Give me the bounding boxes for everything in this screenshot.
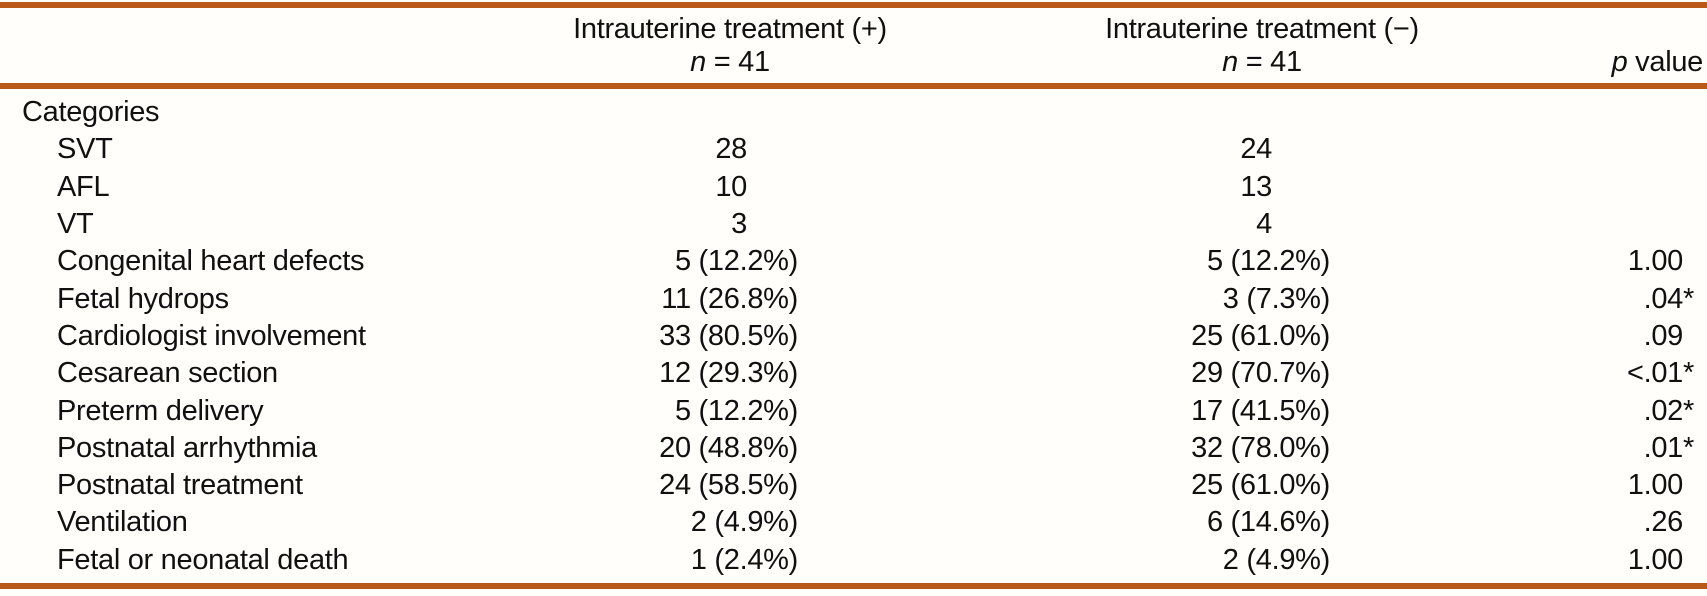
cell-p-value: .01 * [1574,432,1707,465]
table-row: AFL 10 13 [0,169,1707,206]
significance-asterisk: * [1683,394,1694,427]
p-value-number: .01 [1643,431,1684,464]
cell-treatment-positive: 2 (4.9%) [690,506,799,539]
cell-treatment-negative: 25 (61.0%) [1191,319,1330,352]
row-label: AFL [57,170,110,203]
significance-asterisk: * [1683,357,1694,390]
table-row: Cesarean section 12 (29.3%) 29 (70.7%) <.01… [0,355,1707,392]
significance-asterisk [1683,506,1697,539]
p-value-number: .02 [1643,394,1684,427]
header-p-value-label: p value [1611,46,1704,78]
header-treatment-negative-title: Intrauterine treatment (−) [1105,13,1419,45]
header-treatment-positive: Intrauterine treatment (+) n = 41 [510,13,950,79]
cell-treatment-positive: 5 (12.2%) [674,394,798,427]
row-label: Congenital heart defects [57,245,365,278]
cell-p-value: .09 [1574,320,1707,353]
cell-treatment-negative: 2 (4.9%) [1222,543,1331,576]
row-label: Fetal hydrops [57,282,229,315]
table-row: Ventilation 2 (4.9%) 6 (14.6%) .26 [0,504,1707,541]
cell-p-value: 1.00 [1574,245,1707,278]
cell-treatment-negative: 29 (70.7%) [1191,357,1330,390]
p-value-number: 1.00 [1627,469,1684,502]
cell-treatment-positive: 24 (58.5%) [659,469,798,502]
row-label: Categories [22,96,160,129]
header-treatment-negative-n: n = 41 [1222,46,1302,78]
cell-treatment-negative: 5 (12.2%) [1206,245,1330,278]
p-value-number: .04 [1643,282,1684,315]
table-bottom-rule [0,583,1707,589]
significance-asterisk [1683,245,1697,278]
cell-treatment-positive: 12 (29.3%) [659,357,798,390]
table-row: Postnatal treatment 24 (58.5%) 25 (61.0%) 1… [0,467,1707,504]
cell-treatment-negative: 3 (7.3%) [1222,282,1331,315]
table-top-rule [0,2,1707,8]
significance-asterisk: * [1683,431,1694,464]
cell-treatment-positive: 11 (26.8%) [661,282,798,315]
table-row: Postnatal arrhythmia 20 (48.8%) 32 (78.0%)… [0,430,1707,467]
cell-p-value: .26 [1574,506,1707,539]
cell-treatment-negative: 32 (78.0%) [1191,431,1330,464]
table-header-row: Intrauterine treatment (+) n = 41 Intrau… [0,13,1707,79]
row-label: Ventilation [57,506,188,539]
table-body: Categories SVT 28 24 AFL 10 13 VT 3 4 Congenital h… [0,94,1707,579]
cell-treatment-positive: 1 (2.4%) [690,543,799,576]
cell-treatment-positive: 28 [715,133,747,166]
cell-p-value: .02 * [1574,395,1707,428]
row-label: Cesarean section [57,357,278,390]
cell-p-value: <.01 * [1574,357,1707,390]
cell-treatment-negative: 4 [1256,208,1272,241]
header-p-value: p value [1574,13,1707,79]
row-label: Cardiologist involvement [57,319,366,352]
p-value-number: <.01 [1626,357,1683,390]
cell-treatment-negative: 13 [1240,170,1272,203]
row-label: Postnatal arrhythmia [57,431,317,464]
table-row: Preterm delivery 5 (12.2%) 17 (41.5%) .02 * [0,392,1707,429]
significance-asterisk [1683,320,1697,353]
row-label: SVT [57,133,113,166]
significance-asterisk [1683,469,1697,502]
table-row: Categories [0,94,1707,131]
significance-asterisk: * [1683,282,1694,315]
row-label: Fetal or neonatal death [57,543,349,576]
cell-treatment-negative: 17 (41.5%) [1191,394,1330,427]
cell-treatment-positive: 20 (48.8%) [659,431,798,464]
significance-asterisk [1683,544,1697,577]
cell-treatment-negative: 24 [1240,133,1272,166]
cell-p-value: .04 * [1574,283,1707,316]
table-row: Fetal or neonatal death 1 (2.4%) 2 (4.9%) 1… [0,542,1707,579]
table-row: SVT 28 24 [0,131,1707,168]
cell-treatment-negative: 6 (14.6%) [1206,506,1330,539]
cell-treatment-positive: 3 [731,208,747,241]
p-value-number: 1.00 [1627,245,1684,278]
cell-p-value: 1.00 [1574,544,1707,577]
table-header-rule [0,83,1707,89]
p-value-number: .26 [1643,506,1684,539]
table-row: Fetal hydrops 11 (26.8%) 3 (7.3%) .04 * [0,280,1707,317]
cell-treatment-positive: 33 (80.5%) [659,319,798,352]
cell-p-value: 1.00 [1574,469,1707,502]
row-label: VT [57,208,94,241]
cell-treatment-positive: 10 [715,170,747,203]
header-treatment-positive-title: Intrauterine treatment (+) [573,13,887,45]
row-label: Postnatal treatment [57,469,303,502]
header-treatment-negative: Intrauterine treatment (−) n = 41 [950,13,1574,79]
p-value-number: .09 [1643,319,1684,352]
table-row: VT 3 4 [0,206,1707,243]
cell-treatment-positive: 5 (12.2%) [674,245,798,278]
header-spacer [0,13,510,79]
table-row: Congenital heart defects 5 (12.2%) 5 (12.2… [0,243,1707,280]
table-row: Cardiologist involvement 33 (80.5%) 25 (61… [0,318,1707,355]
p-value-number: 1.00 [1627,543,1684,576]
header-treatment-positive-n: n = 41 [690,46,770,78]
row-label: Preterm delivery [57,394,264,427]
cell-treatment-negative: 25 (61.0%) [1191,469,1330,502]
